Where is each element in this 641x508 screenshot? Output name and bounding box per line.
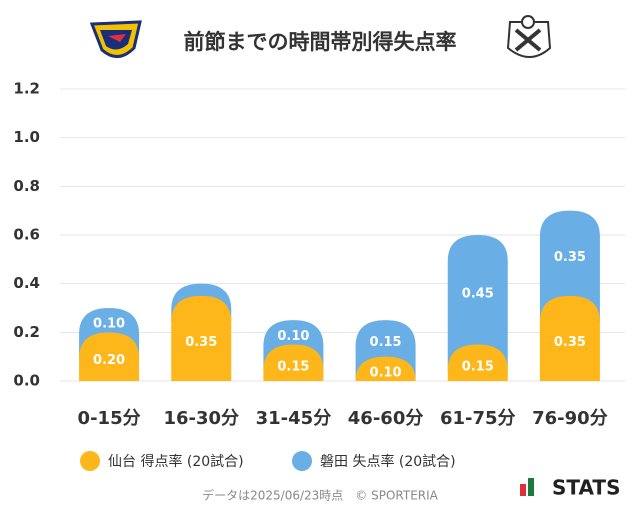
data-label: 0.15 bbox=[277, 359, 309, 374]
away-logo bbox=[506, 15, 552, 58]
data-label: 0.45 bbox=[462, 286, 494, 301]
data-label: 0.35 bbox=[185, 335, 217, 350]
data-label: 0.35 bbox=[554, 335, 586, 350]
x-tick-label: 46-60分 bbox=[348, 408, 424, 429]
x-tick-label: 0-15分 bbox=[78, 408, 141, 429]
data-label: 0.10 bbox=[93, 317, 125, 332]
data-label: 0.10 bbox=[370, 365, 402, 380]
y-tick-label: 0.4 bbox=[13, 274, 40, 292]
bar-segment bbox=[539, 210, 600, 322]
home-logo bbox=[89, 20, 142, 58]
brand: STATS bbox=[552, 476, 620, 500]
brand-icon bbox=[520, 484, 526, 496]
bar-segment bbox=[263, 344, 324, 381]
brand-icon bbox=[528, 478, 534, 496]
x-tick-label: 31-45分 bbox=[256, 408, 332, 429]
bar-segment bbox=[355, 356, 416, 381]
data-label: 0.15 bbox=[370, 335, 402, 350]
data-label: 0.20 bbox=[93, 353, 125, 368]
y-tick-label: 1.2 bbox=[13, 80, 40, 98]
chart-title: 前節までの時間帯別得失点率 bbox=[184, 30, 457, 54]
legend-label: 磐田 失点率 (20試合) bbox=[320, 453, 456, 470]
y-tick-label: 0.8 bbox=[13, 177, 40, 195]
data-label: 0.35 bbox=[554, 250, 586, 265]
y-tick-label: 0.2 bbox=[13, 323, 40, 341]
data-label: 0.10 bbox=[277, 329, 309, 344]
y-tick-label: 1.0 bbox=[13, 128, 40, 146]
legend-marker bbox=[80, 451, 100, 471]
bar-segment bbox=[79, 332, 140, 381]
data-label: 0.15 bbox=[462, 359, 494, 374]
y-tick-label: 0.6 bbox=[13, 226, 40, 244]
bar-segment bbox=[447, 235, 508, 371]
x-tick-label: 76-90分 bbox=[532, 408, 608, 429]
bar-segment bbox=[539, 295, 600, 381]
x-tick-label: 16-30分 bbox=[163, 408, 239, 429]
y-tick-label: 0.0 bbox=[13, 372, 40, 390]
footer: データは2025/06/23時点 © SPORTERIA bbox=[202, 488, 439, 503]
bar-segment bbox=[171, 295, 232, 381]
legend-marker bbox=[292, 451, 312, 471]
legend-label: 仙台 得点率 (20試合) bbox=[108, 453, 244, 470]
x-tick-label: 61-75分 bbox=[440, 408, 516, 429]
bar-segment bbox=[447, 344, 508, 381]
